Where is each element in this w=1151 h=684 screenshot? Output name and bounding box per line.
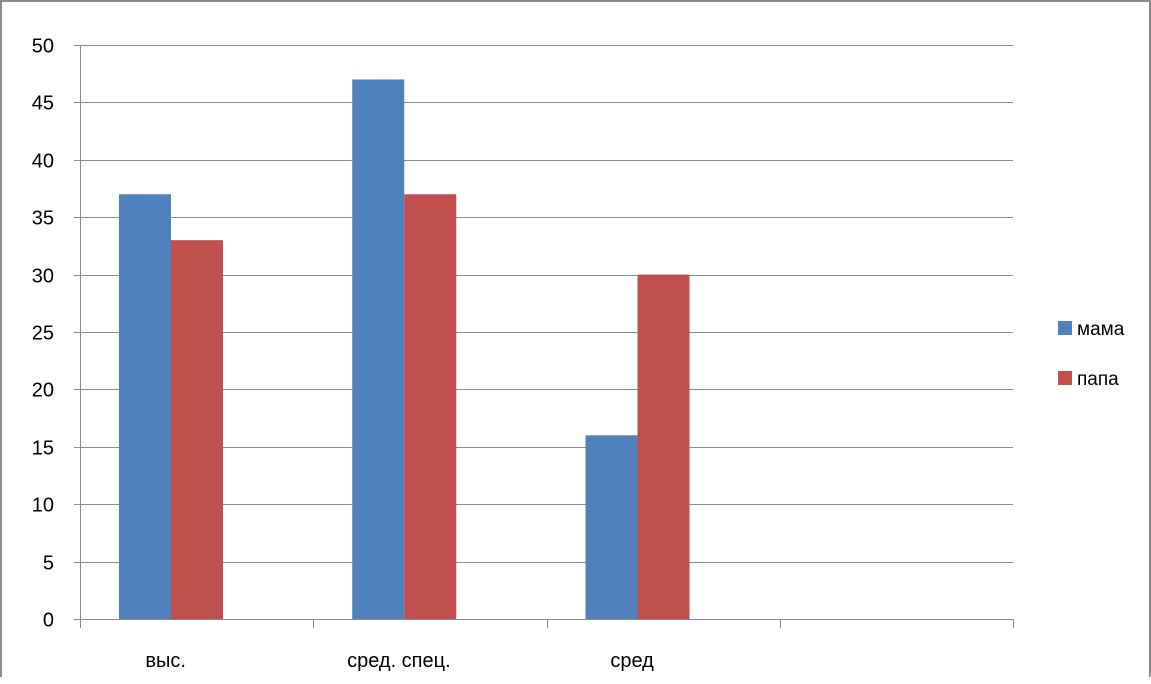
bars xyxy=(119,79,690,620)
legend-swatch-мама xyxy=(1058,321,1072,335)
y-tick-labels: 0 5 10 15 20 25 30 35 40 45 50 xyxy=(32,36,54,632)
bar-мама-1 xyxy=(352,79,405,619)
y-tick-label: 40 xyxy=(32,151,54,173)
y-tick-label: 0 xyxy=(43,610,54,632)
y-tick-label: 5 xyxy=(43,553,54,575)
x-tick-label: сред. спец. xyxy=(347,650,451,672)
legend: мама папа xyxy=(1058,319,1125,390)
legend-label-мама: мама xyxy=(1077,319,1125,340)
y-tick-label: 50 xyxy=(32,36,54,58)
legend-label-папа: папа xyxy=(1077,369,1119,390)
y-tick-label: 35 xyxy=(32,208,54,230)
axes xyxy=(74,45,1014,628)
bar-папа-2 xyxy=(637,274,690,619)
y-tick-label: 10 xyxy=(32,495,54,517)
x-tick-label: сред xyxy=(610,650,654,672)
x-tick-label: выс. xyxy=(145,650,186,672)
y-tick-label: 25 xyxy=(32,323,54,345)
x-tick-labels: выс. сред. спец. сред xyxy=(145,650,654,672)
bar-папа-1 xyxy=(404,194,457,620)
bar-мама-0 xyxy=(119,194,171,620)
y-tick-label: 30 xyxy=(32,266,54,288)
y-tick-label: 20 xyxy=(32,380,54,402)
bar-мама-2 xyxy=(585,435,638,619)
y-tick-label: 45 xyxy=(32,93,54,115)
y-tick-label: 15 xyxy=(32,438,54,460)
legend-swatch-папа xyxy=(1058,371,1072,385)
bar-папа-0 xyxy=(171,240,223,619)
gridlines xyxy=(80,45,1013,563)
